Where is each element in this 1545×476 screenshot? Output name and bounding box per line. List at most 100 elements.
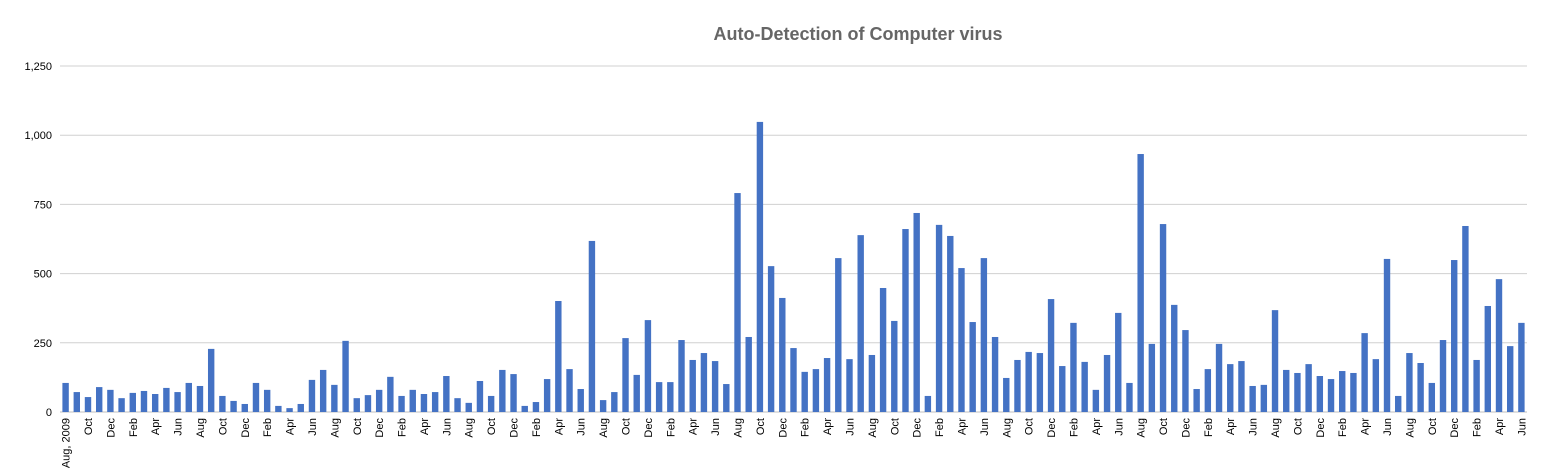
x-tick-label: Feb xyxy=(665,418,677,437)
bar xyxy=(1428,382,1436,412)
bar xyxy=(980,258,988,412)
bar xyxy=(375,389,383,412)
bar xyxy=(543,379,551,412)
bar xyxy=(868,354,876,412)
x-tick-label: Oct xyxy=(486,418,498,435)
bar xyxy=(275,405,282,412)
x-tick-label: Jun xyxy=(979,418,991,436)
bar xyxy=(1126,382,1133,412)
x-tick-label: Feb xyxy=(1068,418,1080,437)
bar xyxy=(812,369,820,412)
bar xyxy=(1103,354,1111,412)
x-tick-label: Aug xyxy=(1136,418,1148,438)
bar xyxy=(1327,379,1335,412)
bar xyxy=(1014,359,1021,412)
bar xyxy=(1451,260,1458,412)
x-tick-label: Apr xyxy=(150,418,162,435)
y-tick-label: 250 xyxy=(34,338,52,350)
bar xyxy=(174,392,181,412)
x-tick-label: Dec xyxy=(1449,418,1461,438)
x-tick-label: Apr xyxy=(553,418,565,435)
bar xyxy=(835,258,842,412)
bar xyxy=(566,369,573,412)
bar xyxy=(734,193,741,412)
bar xyxy=(1182,330,1189,412)
bar xyxy=(465,402,472,412)
bar xyxy=(577,389,584,412)
bar xyxy=(678,340,685,412)
x-tick-label: Feb xyxy=(531,418,543,437)
bar xyxy=(420,394,428,412)
bar xyxy=(902,229,909,412)
bar xyxy=(599,400,607,412)
bar xyxy=(1294,372,1301,412)
bar xyxy=(1260,384,1268,412)
x-tick-label: Apr xyxy=(688,418,700,435)
bar xyxy=(1047,299,1055,412)
x-tick-label: Aug, 2009 xyxy=(61,418,73,468)
x-tick-label: Dec xyxy=(509,418,521,438)
bar xyxy=(454,398,461,412)
bar xyxy=(1462,225,1469,412)
bar xyxy=(588,240,596,412)
bar xyxy=(1070,322,1077,412)
x-tick-label: Oct xyxy=(352,418,364,435)
bar xyxy=(1215,343,1223,412)
x-tick-label: Jun xyxy=(1248,418,1260,436)
x-tick-label: Jun xyxy=(173,418,185,436)
bar xyxy=(555,301,562,412)
x-tick-label: Oct xyxy=(217,418,229,435)
x-tick-label: Apr xyxy=(1091,418,1103,435)
bar xyxy=(1350,372,1357,412)
bar xyxy=(95,387,103,412)
bar xyxy=(1495,279,1503,412)
bar xyxy=(1137,154,1144,412)
bar xyxy=(1036,353,1044,412)
bar xyxy=(319,369,327,412)
bar xyxy=(1159,224,1167,412)
bar xyxy=(947,235,954,412)
bar xyxy=(73,392,80,412)
x-tick-label: Apr xyxy=(285,418,297,435)
bar xyxy=(958,268,965,412)
bar xyxy=(1316,376,1324,412)
bar xyxy=(107,389,114,412)
bar xyxy=(1171,304,1178,412)
x-tick-label: Jun xyxy=(1516,418,1528,436)
x-tick-label: Apr xyxy=(419,418,431,435)
bar xyxy=(510,374,517,412)
y-tick-label: 750 xyxy=(34,199,52,211)
x-tick-label: Aug xyxy=(1270,418,1282,438)
bar xyxy=(151,394,159,412)
bar xyxy=(767,266,775,412)
bar xyxy=(196,385,204,412)
x-tick-label: Aug xyxy=(1404,418,1416,438)
bar xyxy=(1271,310,1279,412)
x-tick-label: Feb xyxy=(128,418,140,437)
x-tick-label: Feb xyxy=(1472,418,1484,437)
x-tick-label: Aug xyxy=(329,418,341,438)
x-tick-label: Jun xyxy=(710,418,722,436)
x-tick-label: Feb xyxy=(934,418,946,437)
bar xyxy=(84,397,92,412)
bar xyxy=(790,348,797,412)
x-tick-label: Jun xyxy=(1113,418,1125,436)
x-tick-label: Apr xyxy=(956,418,968,435)
bar xyxy=(431,392,439,412)
x-tick-label: Apr xyxy=(1360,418,1372,435)
bar xyxy=(476,380,484,412)
bar xyxy=(1283,369,1290,412)
bar xyxy=(230,400,237,412)
bar xyxy=(935,224,943,412)
bar xyxy=(185,382,192,412)
x-tick-label: Feb xyxy=(1337,418,1349,437)
bar xyxy=(1204,369,1212,412)
bar xyxy=(846,359,853,412)
x-tick-label: Oct xyxy=(889,418,901,435)
bar xyxy=(1238,361,1245,412)
x-tick-label: Feb xyxy=(800,418,812,437)
bar xyxy=(140,390,148,412)
x-tick-label: Aug xyxy=(1001,418,1013,438)
bar xyxy=(779,297,786,412)
